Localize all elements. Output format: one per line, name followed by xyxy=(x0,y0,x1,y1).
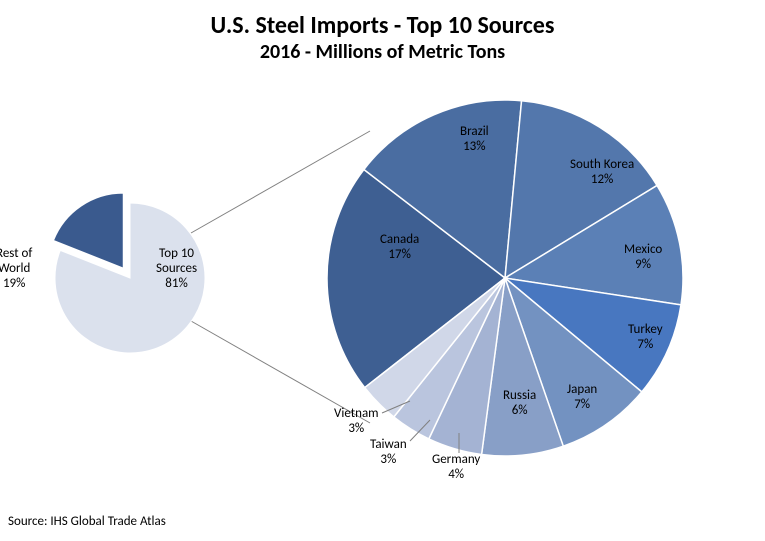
page-subtitle: 2016 - Millions of Metric Tons xyxy=(0,41,765,63)
page-title: U.S. Steel Imports - Top 10 Sources xyxy=(0,12,765,41)
big-slice-label-south-korea: South Korea12% xyxy=(570,158,634,188)
big-slice-label-brazil: Brazil13% xyxy=(460,125,489,155)
big-slice-label-russia: Russia6% xyxy=(503,389,536,419)
big-slice-label-japan: Japan7% xyxy=(567,383,597,413)
big-slice-label-turkey: Turkey7% xyxy=(628,323,663,353)
source-note: Source: IHS Global Trade Atlas xyxy=(8,514,166,529)
big-slice-label-taiwan: Taiwan3% xyxy=(370,438,407,468)
big-slice-label-mexico: Mexico9% xyxy=(624,243,662,273)
big-slice-label-canada: Canada17% xyxy=(380,233,419,263)
small-pie-label: Rest ofWorld19% xyxy=(0,247,32,292)
chart-area: Top 10Sources81% Rest ofWorld19% Canada17%… xyxy=(0,63,765,483)
big-slice-label-germany: Germany4% xyxy=(432,453,480,483)
big-slice-label-vietnam: Vietnam3% xyxy=(334,407,379,437)
pie-charts-svg xyxy=(0,63,765,483)
small-pie-label: Top 10Sources81% xyxy=(156,247,197,292)
